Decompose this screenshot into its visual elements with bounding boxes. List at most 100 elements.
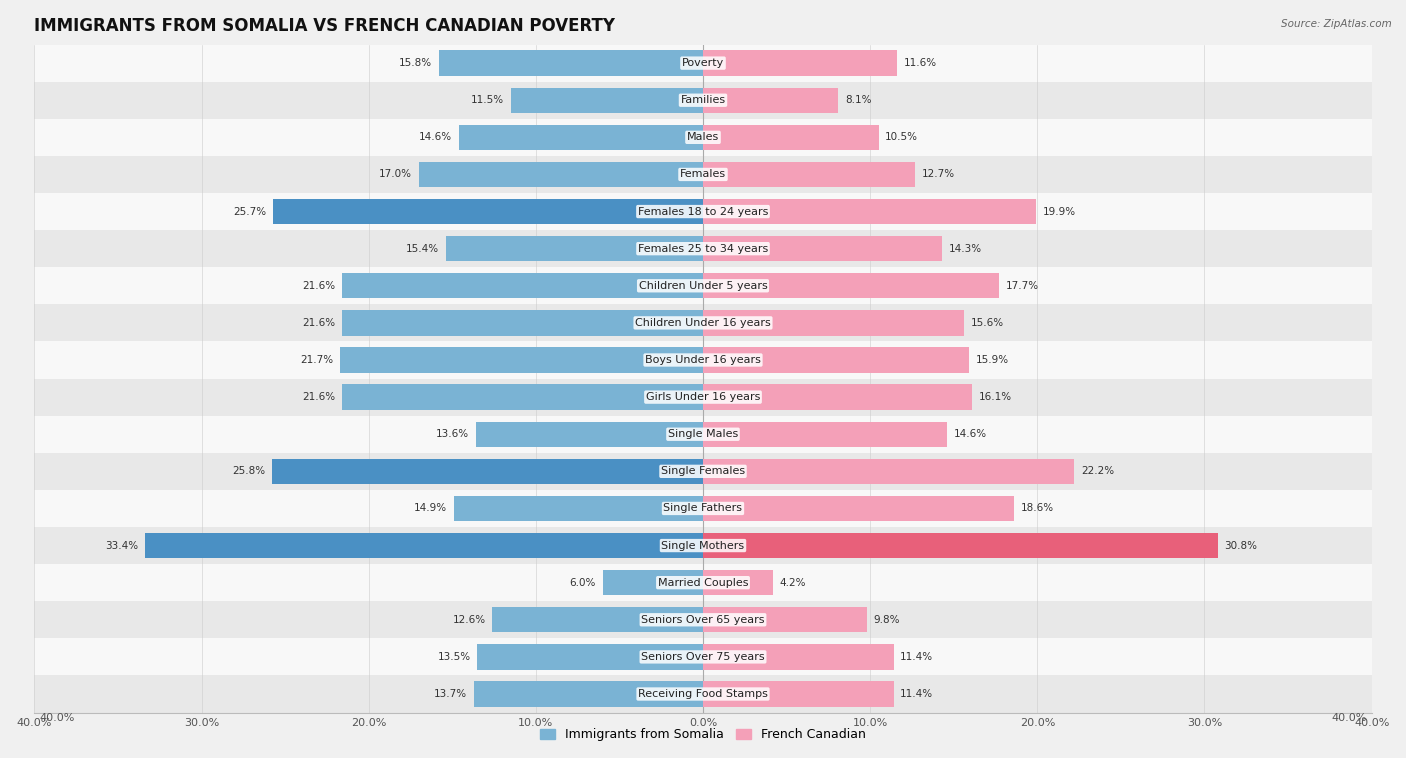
Bar bbox=[34, 378, 1372, 415]
Text: 40.0%: 40.0% bbox=[1331, 713, 1367, 723]
Text: 19.9%: 19.9% bbox=[1042, 207, 1076, 217]
Text: 17.7%: 17.7% bbox=[1005, 280, 1039, 291]
Bar bbox=[34, 341, 1372, 378]
Text: Males: Males bbox=[688, 133, 718, 143]
Bar bbox=[475, 421, 703, 447]
Bar bbox=[492, 607, 703, 632]
Text: 12.7%: 12.7% bbox=[922, 170, 955, 180]
Bar bbox=[474, 681, 703, 706]
Text: Girls Under 16 years: Girls Under 16 years bbox=[645, 392, 761, 402]
Text: 13.7%: 13.7% bbox=[434, 689, 467, 699]
Bar bbox=[703, 384, 972, 410]
Bar bbox=[703, 421, 948, 447]
Bar bbox=[703, 273, 998, 299]
Bar bbox=[703, 681, 894, 706]
Bar bbox=[703, 161, 915, 187]
Text: 21.7%: 21.7% bbox=[301, 355, 333, 365]
Bar bbox=[703, 310, 963, 336]
Bar bbox=[34, 156, 1372, 193]
Text: Single Mothers: Single Mothers bbox=[661, 540, 745, 550]
Bar bbox=[342, 384, 703, 410]
Text: 22.2%: 22.2% bbox=[1081, 466, 1114, 476]
Text: 15.8%: 15.8% bbox=[399, 58, 432, 68]
Bar bbox=[34, 415, 1372, 453]
Text: Females 25 to 34 years: Females 25 to 34 years bbox=[638, 243, 768, 254]
Text: Children Under 5 years: Children Under 5 years bbox=[638, 280, 768, 291]
Text: 14.9%: 14.9% bbox=[415, 503, 447, 513]
Bar bbox=[703, 236, 942, 262]
Bar bbox=[446, 236, 703, 262]
Text: 15.6%: 15.6% bbox=[970, 318, 1004, 328]
Text: 14.6%: 14.6% bbox=[419, 133, 453, 143]
Text: 11.4%: 11.4% bbox=[900, 689, 934, 699]
Bar bbox=[34, 45, 1372, 82]
Bar bbox=[34, 304, 1372, 341]
Bar bbox=[34, 490, 1372, 527]
Text: 25.7%: 25.7% bbox=[233, 207, 267, 217]
Legend: Immigrants from Somalia, French Canadian: Immigrants from Somalia, French Canadian bbox=[534, 723, 872, 747]
Text: 10.5%: 10.5% bbox=[886, 133, 918, 143]
Bar bbox=[34, 564, 1372, 601]
Bar bbox=[703, 496, 1014, 521]
Bar bbox=[340, 347, 703, 373]
Text: 18.6%: 18.6% bbox=[1021, 503, 1053, 513]
Bar bbox=[703, 459, 1074, 484]
Text: Single Females: Single Females bbox=[661, 466, 745, 476]
Bar bbox=[34, 268, 1372, 304]
Text: 21.6%: 21.6% bbox=[302, 280, 335, 291]
Text: 11.4%: 11.4% bbox=[900, 652, 934, 662]
Text: Females 18 to 24 years: Females 18 to 24 years bbox=[638, 207, 768, 217]
Bar bbox=[34, 638, 1372, 675]
Bar bbox=[34, 453, 1372, 490]
Text: 9.8%: 9.8% bbox=[873, 615, 900, 625]
Text: Seniors Over 75 years: Seniors Over 75 years bbox=[641, 652, 765, 662]
Bar bbox=[703, 125, 879, 150]
Text: 4.2%: 4.2% bbox=[780, 578, 807, 587]
Text: 14.6%: 14.6% bbox=[953, 429, 987, 439]
Bar bbox=[34, 82, 1372, 119]
Text: 21.6%: 21.6% bbox=[302, 392, 335, 402]
Text: 25.8%: 25.8% bbox=[232, 466, 266, 476]
Bar bbox=[34, 527, 1372, 564]
Text: Seniors Over 65 years: Seniors Over 65 years bbox=[641, 615, 765, 625]
Bar bbox=[703, 199, 1036, 224]
Bar bbox=[271, 459, 703, 484]
Text: 11.6%: 11.6% bbox=[904, 58, 936, 68]
Text: 40.0%: 40.0% bbox=[39, 713, 75, 723]
Text: 15.4%: 15.4% bbox=[406, 243, 439, 254]
Text: 30.8%: 30.8% bbox=[1225, 540, 1257, 550]
Text: 33.4%: 33.4% bbox=[105, 540, 138, 550]
Bar bbox=[603, 570, 703, 595]
Bar bbox=[34, 675, 1372, 713]
Bar bbox=[419, 161, 703, 187]
Text: Poverty: Poverty bbox=[682, 58, 724, 68]
Bar bbox=[703, 570, 773, 595]
Text: Boys Under 16 years: Boys Under 16 years bbox=[645, 355, 761, 365]
Text: Single Males: Single Males bbox=[668, 429, 738, 439]
Bar bbox=[439, 51, 703, 76]
Text: Children Under 16 years: Children Under 16 years bbox=[636, 318, 770, 328]
Bar bbox=[477, 644, 703, 669]
Bar bbox=[703, 88, 838, 113]
Bar bbox=[34, 193, 1372, 230]
Text: Source: ZipAtlas.com: Source: ZipAtlas.com bbox=[1281, 19, 1392, 29]
Text: 21.6%: 21.6% bbox=[302, 318, 335, 328]
Text: 16.1%: 16.1% bbox=[979, 392, 1012, 402]
Bar bbox=[273, 199, 703, 224]
Bar bbox=[703, 347, 969, 373]
Text: 8.1%: 8.1% bbox=[845, 96, 872, 105]
Bar bbox=[342, 310, 703, 336]
Text: 13.5%: 13.5% bbox=[437, 652, 471, 662]
Bar bbox=[34, 230, 1372, 268]
Bar bbox=[34, 119, 1372, 156]
Bar bbox=[703, 533, 1218, 558]
Bar bbox=[703, 607, 868, 632]
Text: 15.9%: 15.9% bbox=[976, 355, 1008, 365]
Text: Single Fathers: Single Fathers bbox=[664, 503, 742, 513]
Bar bbox=[703, 51, 897, 76]
Bar bbox=[458, 125, 703, 150]
Text: 12.6%: 12.6% bbox=[453, 615, 485, 625]
Text: Females: Females bbox=[681, 170, 725, 180]
Bar bbox=[703, 644, 894, 669]
Text: Families: Families bbox=[681, 96, 725, 105]
